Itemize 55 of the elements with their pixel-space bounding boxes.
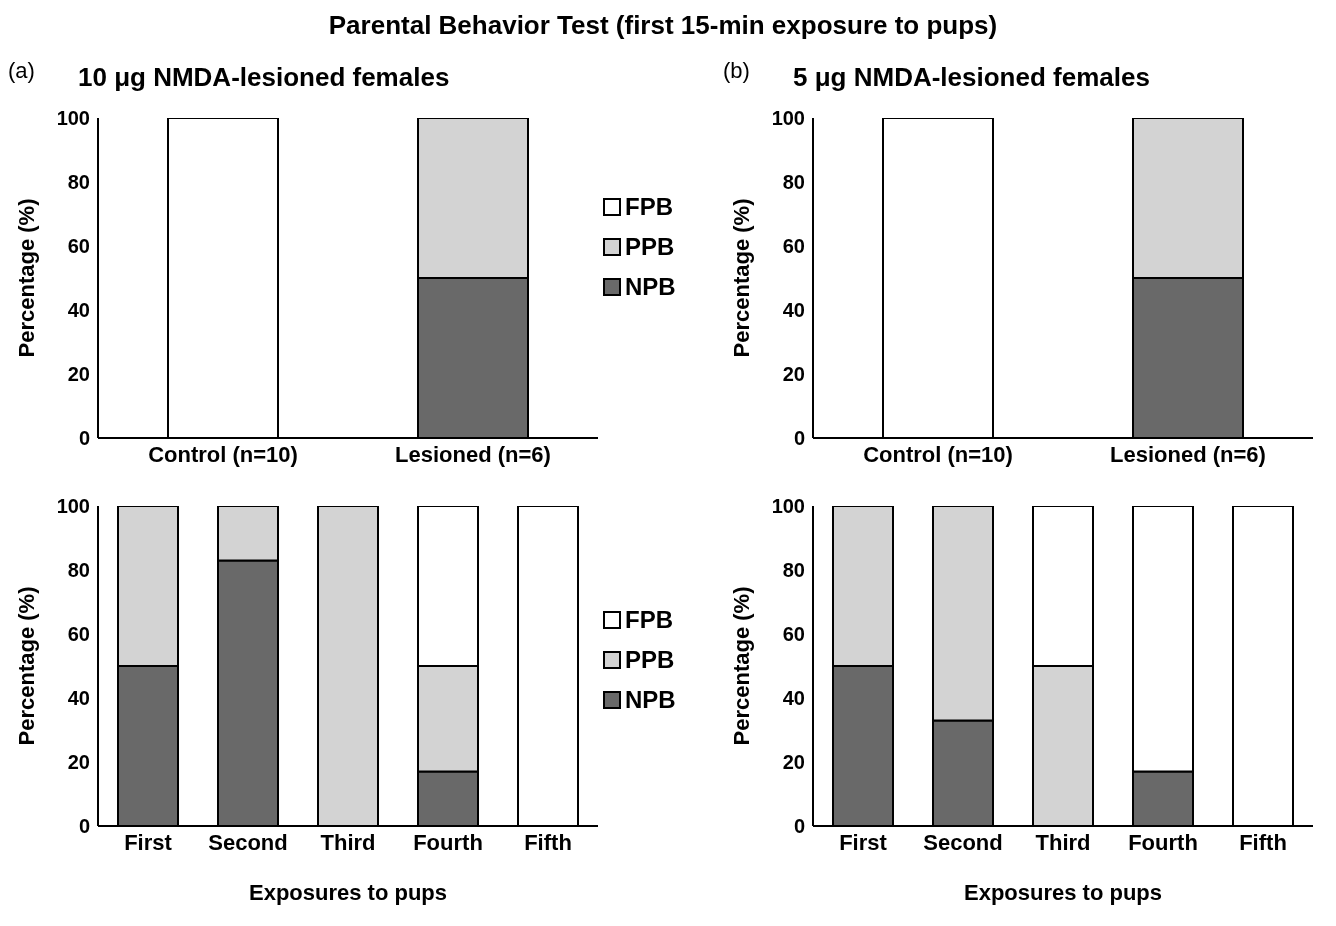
legend-label: NPB — [624, 686, 676, 714]
y-tick-label: 60 — [67, 623, 90, 646]
chart-title: 5 μg NMDA-lesioned females — [793, 62, 1150, 93]
x-tick-label: Control (n=10) — [148, 441, 298, 467]
x-tick-label: First — [839, 829, 888, 855]
y-tick-label: 100 — [56, 495, 90, 518]
y-tick-label: 0 — [793, 815, 805, 838]
y-tick-label: 20 — [782, 363, 805, 386]
x-tick-label: Lesioned (n=6) — [395, 441, 551, 467]
text: (a) — [8, 58, 35, 84]
y-tick-label: 40 — [67, 299, 90, 322]
y-tick-label: 60 — [67, 235, 90, 258]
y-tick-label: 60 — [782, 623, 805, 646]
y-axis-title: Percentage (%) — [728, 198, 754, 358]
y-tick-label: 0 — [78, 815, 90, 838]
y-tick-label: 0 — [78, 427, 90, 450]
x-tick-label: Fourth — [1128, 829, 1198, 855]
y-tick-label: 20 — [782, 751, 805, 774]
x-tick-label: Control (n=10) — [863, 441, 1013, 467]
x-tick-label: Third — [1035, 829, 1091, 855]
text: Parental Behavior Test (first 15-min exposure to pups) — [327, 10, 999, 41]
y-tick-label: 80 — [782, 171, 805, 194]
y-tick-label: 40 — [782, 687, 805, 710]
x-tick-label: Third — [320, 829, 376, 855]
x-tick-label: First — [124, 829, 173, 855]
legend-label: PPB — [624, 646, 676, 674]
x-tick-label: Fifth — [1239, 829, 1287, 855]
y-tick-label: 80 — [67, 559, 90, 582]
legend-label: NPB — [624, 273, 676, 301]
x-tick-label: Second — [923, 829, 1003, 855]
x-axis-title: Exposures to pups — [248, 880, 448, 905]
y-tick-label: 100 — [56, 107, 90, 130]
y-axis-title: Percentage (%) — [728, 586, 754, 746]
legend-label: FPB — [624, 193, 674, 221]
chart-title: 10 μg NMDA-lesioned females — [78, 62, 450, 93]
y-tick-label: 20 — [67, 751, 90, 774]
y-axis-title: Percentage (%) — [13, 198, 39, 358]
y-tick-label: 100 — [771, 495, 805, 518]
y-tick-label: 40 — [782, 299, 805, 322]
y-tick-label: 0 — [793, 427, 805, 450]
y-tick-label: 80 — [782, 559, 805, 582]
y-tick-label: 100 — [771, 107, 805, 130]
x-tick-label: Fifth — [524, 829, 572, 855]
legend-label: PPB — [624, 233, 676, 261]
y-tick-label: 80 — [67, 171, 90, 194]
text: (b) — [723, 58, 750, 84]
y-tick-label: 60 — [782, 235, 805, 258]
y-tick-label: 40 — [67, 687, 90, 710]
x-axis-title: Exposures to pups — [963, 880, 1163, 905]
x-tick-label: Second — [208, 829, 288, 855]
x-tick-label: Lesioned (n=6) — [1110, 441, 1266, 467]
y-axis-title: Percentage (%) — [13, 586, 39, 746]
legend-label: FPB — [624, 606, 674, 634]
y-tick-label: 20 — [67, 363, 90, 386]
x-tick-label: Fourth — [413, 829, 483, 855]
